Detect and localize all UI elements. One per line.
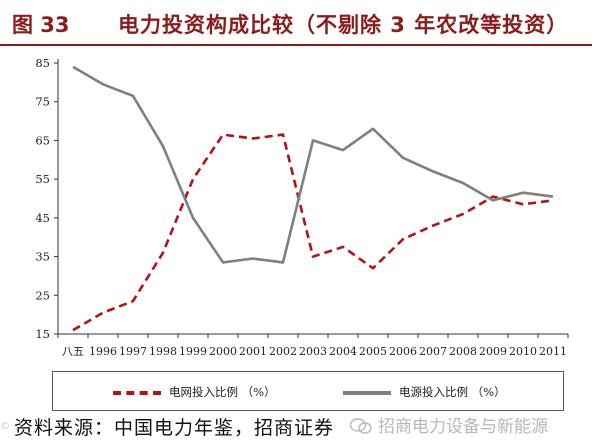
legend-swatch-solid-gray bbox=[343, 391, 391, 395]
series-line-source-investment bbox=[72, 65, 554, 264]
series-lines bbox=[72, 65, 554, 332]
x-tick-label: 2001 bbox=[239, 345, 267, 358]
corner-badge: © bbox=[0, 421, 10, 432]
figure-title-text: 电力投资构成比较（不剔除 3 年农改等投资） bbox=[118, 13, 569, 37]
x-tick-label: 2011 bbox=[539, 345, 567, 358]
title-rule bbox=[0, 44, 592, 46]
y-tick-label: 85 bbox=[35, 56, 50, 70]
legend-label-grid: 电网投入比例 （%） bbox=[169, 385, 276, 399]
wechat-icon bbox=[350, 418, 372, 434]
x-tick-label: 2006 bbox=[389, 345, 417, 358]
y-tick-label: 75 bbox=[35, 95, 50, 109]
y-tick-label: 35 bbox=[35, 250, 50, 264]
x-tick-label: 2008 bbox=[449, 345, 477, 358]
x-tick-label: 2005 bbox=[359, 345, 387, 358]
series-line-grid-investment bbox=[72, 133, 554, 332]
y-tick-label: 15 bbox=[35, 327, 50, 341]
legend-label-source: 电源投入比例 （%） bbox=[399, 385, 506, 399]
x-tick-label: 八五 bbox=[62, 345, 84, 358]
x-tick-label: 2007 bbox=[419, 345, 447, 358]
y-tick-label: 25 bbox=[35, 288, 50, 302]
x-tick-label: 1999 bbox=[179, 345, 207, 358]
watermark-text: 招商电力设备与新能源 bbox=[378, 417, 548, 437]
y-tick-label: 65 bbox=[35, 133, 50, 147]
legend-swatch-dashed-red bbox=[113, 391, 161, 395]
x-tick-label: 2000 bbox=[209, 345, 237, 358]
x-tick-label: 2002 bbox=[269, 345, 297, 358]
figure-number: 图 33 bbox=[12, 13, 70, 37]
y-tick-label: 45 bbox=[35, 211, 50, 225]
x-tick-label: 1998 bbox=[149, 345, 177, 358]
x-tick-label: 1997 bbox=[119, 345, 147, 358]
chart-legend: 电网投入比例 （%） 电源投入比例 （%） bbox=[52, 371, 564, 411]
figure-title: 图 33 电力投资构成比较（不剔除 3 年农改等投资） bbox=[0, 0, 592, 44]
source-note: 资料来源：中国电力年鉴，招商证券 bbox=[14, 417, 335, 439]
x-tick-label: 2004 bbox=[329, 345, 357, 358]
chart-axes bbox=[54, 59, 569, 338]
y-tick-label: 55 bbox=[35, 172, 50, 186]
x-tick-label: 2009 bbox=[479, 345, 507, 358]
x-tick-label: 2010 bbox=[509, 345, 537, 358]
x-tick-label: 2003 bbox=[299, 345, 327, 358]
x-tick-label: 1996 bbox=[89, 345, 117, 358]
watermark: 招商电力设备与新能源 bbox=[350, 412, 548, 437]
